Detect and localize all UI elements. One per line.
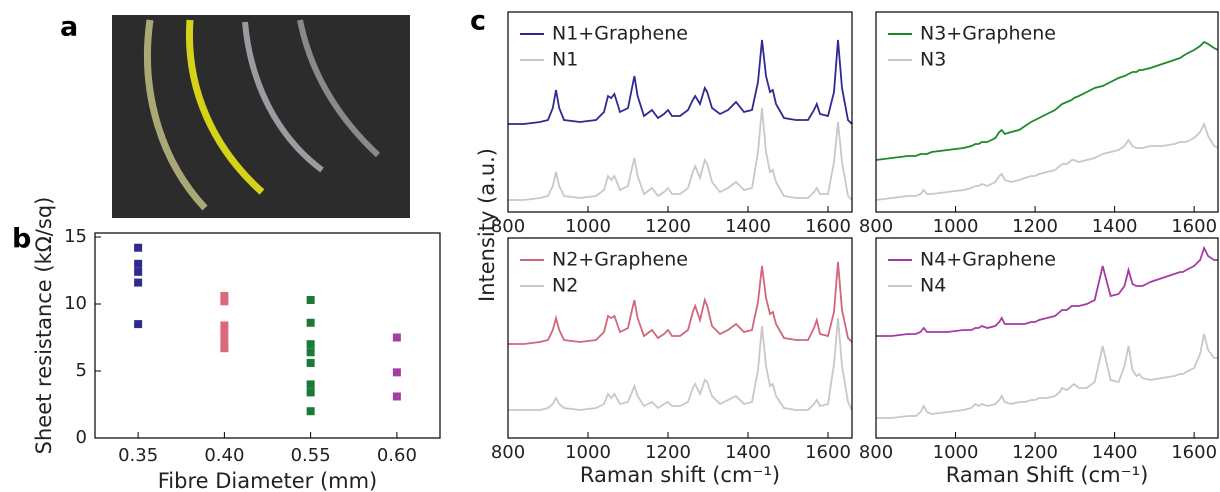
y-tick-label: 15 [64, 226, 87, 247]
spectrum-line [508, 39, 853, 125]
x-axis-title: Fibre Diameter (mm) [158, 469, 378, 492]
x-tick-label: 1600 [805, 216, 851, 237]
point [306, 358, 315, 367]
x-axis-title: Raman Shift (cm⁻¹) [946, 463, 1149, 487]
spectrum-line [508, 261, 853, 345]
x-tick-label: 1400 [725, 216, 771, 237]
spectrum-line [508, 107, 853, 201]
point [220, 297, 229, 306]
point [306, 388, 315, 397]
plot-frame [94, 232, 441, 439]
point [306, 340, 315, 349]
x-tick-label: 1200 [1012, 216, 1058, 237]
plot-frame [875, 11, 1219, 213]
spectrum-line [876, 245, 1218, 337]
x-tick-label: 1000 [933, 442, 979, 463]
legend-label: N4+Graphene [920, 249, 1056, 271]
x-tick-label: 1200 [1012, 442, 1058, 463]
x-tick-label: 1000 [565, 442, 611, 463]
point [306, 318, 315, 327]
legend-label: N2+Graphene [552, 249, 688, 271]
panel-label: a [60, 12, 78, 43]
y-axis-title: Intensity (a.u.) [475, 148, 499, 302]
spectrum-line [876, 333, 1218, 419]
legend-label: N4 [920, 275, 946, 297]
x-tick-label: 1600 [1171, 216, 1217, 237]
x-tick-label: 0.55 [291, 445, 331, 466]
x-tick-label: 0.60 [377, 445, 417, 466]
x-tick-label: 800 [859, 216, 893, 237]
point [134, 278, 143, 287]
x-tick-label: 1400 [1092, 442, 1138, 463]
legend-label: N1+Graphene [552, 23, 688, 45]
y-axis-title: Sheet resistance (kΩ/sq) [32, 197, 56, 455]
point [392, 368, 401, 377]
y-tick-label: 5 [76, 360, 87, 381]
photo-background [112, 15, 410, 218]
legend-label: N2 [552, 275, 578, 297]
legend-label: N3 [920, 49, 946, 71]
x-tick-label: 1200 [645, 442, 691, 463]
legend-label: N1 [552, 49, 578, 71]
y-tick-label: 10 [64, 293, 87, 314]
panel-label: b [12, 224, 31, 255]
point [392, 333, 401, 342]
x-tick-label: 800 [491, 442, 525, 463]
panel-label: c [470, 6, 486, 37]
point [306, 407, 315, 416]
plot-frame [875, 237, 1219, 439]
point [220, 321, 229, 330]
x-tick-label: 1400 [725, 442, 771, 463]
point [220, 291, 229, 300]
point [220, 344, 229, 353]
fibre [185, 19, 265, 195]
point [220, 329, 229, 338]
x-axis-title: Raman shift (cm⁻¹) [580, 463, 780, 487]
point [306, 380, 315, 389]
x-tick-label: 1200 [645, 216, 691, 237]
y-tick-label: 0 [76, 427, 87, 448]
plot-frame [507, 237, 853, 439]
x-tick-label: 1000 [565, 216, 611, 237]
plot-frame [507, 11, 853, 213]
fibre [144, 19, 208, 211]
spectrum-line [875, 121, 1219, 201]
point [134, 243, 143, 252]
point [306, 295, 315, 304]
spectrum-line [508, 317, 853, 411]
x-tick-label: 1000 [933, 216, 979, 237]
x-tick-label: 1600 [1171, 442, 1217, 463]
point [134, 259, 143, 268]
x-tick-label: 0.40 [204, 445, 244, 466]
point [306, 348, 315, 357]
x-tick-label: 800 [491, 216, 525, 237]
fibre-photo [112, 15, 410, 218]
spectrum-line [875, 40, 1219, 161]
fibre [297, 19, 381, 158]
point [392, 392, 401, 401]
x-tick-label: 0.35 [118, 445, 158, 466]
x-tick-label: 800 [859, 442, 893, 463]
x-tick-label: 1400 [1092, 216, 1138, 237]
point [134, 320, 143, 329]
fibre [242, 21, 324, 173]
point [134, 267, 143, 276]
point [220, 337, 229, 346]
x-tick-label: 1600 [805, 442, 851, 463]
legend-label: N3+Graphene [920, 23, 1056, 45]
